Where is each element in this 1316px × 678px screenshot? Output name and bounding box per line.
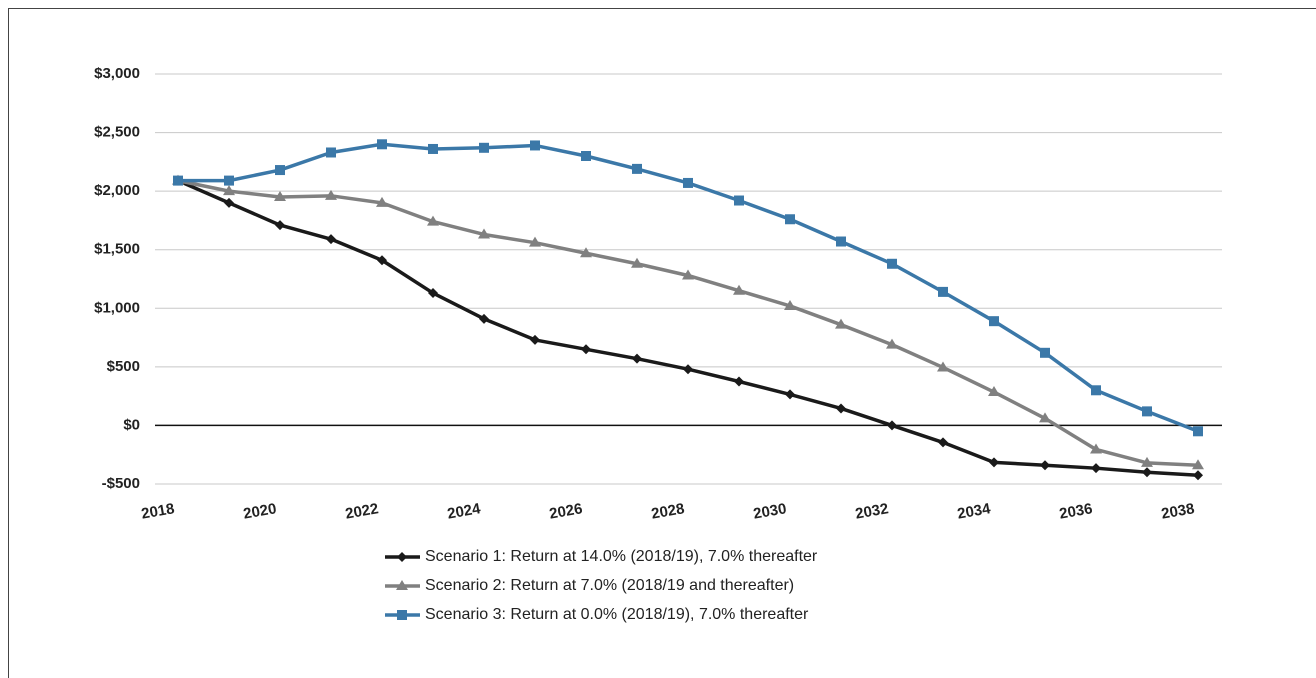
legend-label: Scenario 3: Return at 0.0% (2018/19), 7.… — [425, 606, 809, 623]
marker — [1193, 470, 1203, 481]
x-tick-label: 2028 — [650, 500, 686, 523]
marker — [989, 316, 999, 327]
marker — [224, 197, 234, 208]
marker — [377, 255, 387, 266]
marker — [1091, 463, 1101, 474]
marker — [274, 191, 286, 201]
marker — [631, 257, 643, 268]
x-tick-label: 2034 — [956, 500, 992, 523]
marker — [683, 364, 693, 375]
marker — [682, 269, 694, 280]
x-tick-label: 2024 — [446, 500, 482, 523]
marker — [581, 151, 591, 161]
legend-label: Scenario 1: Return at 14.0% (2018/19), 7… — [425, 548, 818, 565]
marker — [581, 344, 591, 355]
marker — [325, 189, 337, 200]
marker — [529, 236, 541, 247]
marker — [1142, 467, 1152, 478]
marker — [1193, 426, 1203, 437]
x-tick-label: 2022 — [344, 500, 380, 523]
marker — [1040, 460, 1050, 471]
legend-label: Scenario 2: Return at 7.0% (2018/19 and … — [425, 577, 794, 594]
marker — [887, 420, 897, 431]
marker — [1091, 385, 1101, 396]
x-tick-label: 2026 — [548, 500, 584, 523]
marker — [886, 338, 898, 349]
y-tick-label: $0 — [123, 416, 140, 433]
y-tick-label: $1,000 — [94, 299, 140, 316]
marker — [428, 288, 438, 299]
marker — [1090, 443, 1102, 454]
marker — [1142, 406, 1152, 417]
marker — [785, 389, 795, 400]
marker — [173, 175, 183, 186]
marker — [734, 195, 744, 206]
marker — [275, 165, 285, 176]
x-tick-label: 2030 — [752, 500, 788, 523]
marker — [479, 313, 489, 324]
marker — [377, 139, 387, 150]
series-line — [177, 178, 1199, 468]
series — [173, 139, 1203, 437]
marker — [938, 437, 948, 448]
marker — [835, 318, 847, 329]
y-tick-label: $2,500 — [94, 124, 140, 141]
marker — [326, 234, 336, 245]
marker — [887, 258, 897, 269]
marker — [784, 299, 796, 310]
marker — [427, 215, 439, 226]
marker — [632, 163, 642, 174]
marker — [733, 284, 745, 295]
series — [173, 175, 1203, 481]
marker — [683, 177, 693, 188]
marker — [1039, 412, 1051, 423]
frame — [8, 8, 1316, 678]
marker — [1040, 347, 1050, 358]
marker — [988, 386, 1000, 397]
marker — [479, 142, 489, 153]
marker — [530, 140, 540, 151]
marker — [1192, 459, 1204, 470]
marker — [478, 228, 490, 239]
marker — [836, 403, 846, 414]
marker — [224, 175, 234, 186]
marker — [632, 353, 642, 364]
marker — [734, 376, 744, 387]
y-tick-label: $3,000 — [94, 65, 140, 82]
marker — [428, 143, 438, 154]
y-tick-label: $1,500 — [94, 241, 140, 258]
marker — [223, 185, 235, 196]
marker — [275, 220, 285, 231]
marker — [989, 457, 999, 468]
y-tick-label: -$500 — [102, 475, 140, 492]
legend-marker — [397, 552, 407, 562]
marker — [938, 286, 948, 297]
x-tick-label: 2038 — [1160, 500, 1196, 523]
y-tick-label: $500 — [107, 358, 140, 375]
marker — [580, 247, 592, 258]
x-tick-label: 2020 — [242, 500, 278, 523]
legend-marker — [396, 580, 408, 590]
x-tick-label: 2036 — [1058, 500, 1094, 523]
marker — [326, 147, 336, 158]
marker — [785, 214, 795, 225]
marker — [1141, 456, 1153, 467]
marker — [376, 196, 388, 207]
marker — [836, 236, 846, 247]
x-tick-label: 2018 — [140, 500, 176, 523]
x-tick-label: 2032 — [854, 500, 890, 523]
marker — [530, 334, 540, 345]
y-tick-label: $2,000 — [94, 182, 140, 199]
legend-marker — [397, 610, 407, 620]
series-line — [177, 178, 1199, 477]
marker — [937, 361, 949, 372]
